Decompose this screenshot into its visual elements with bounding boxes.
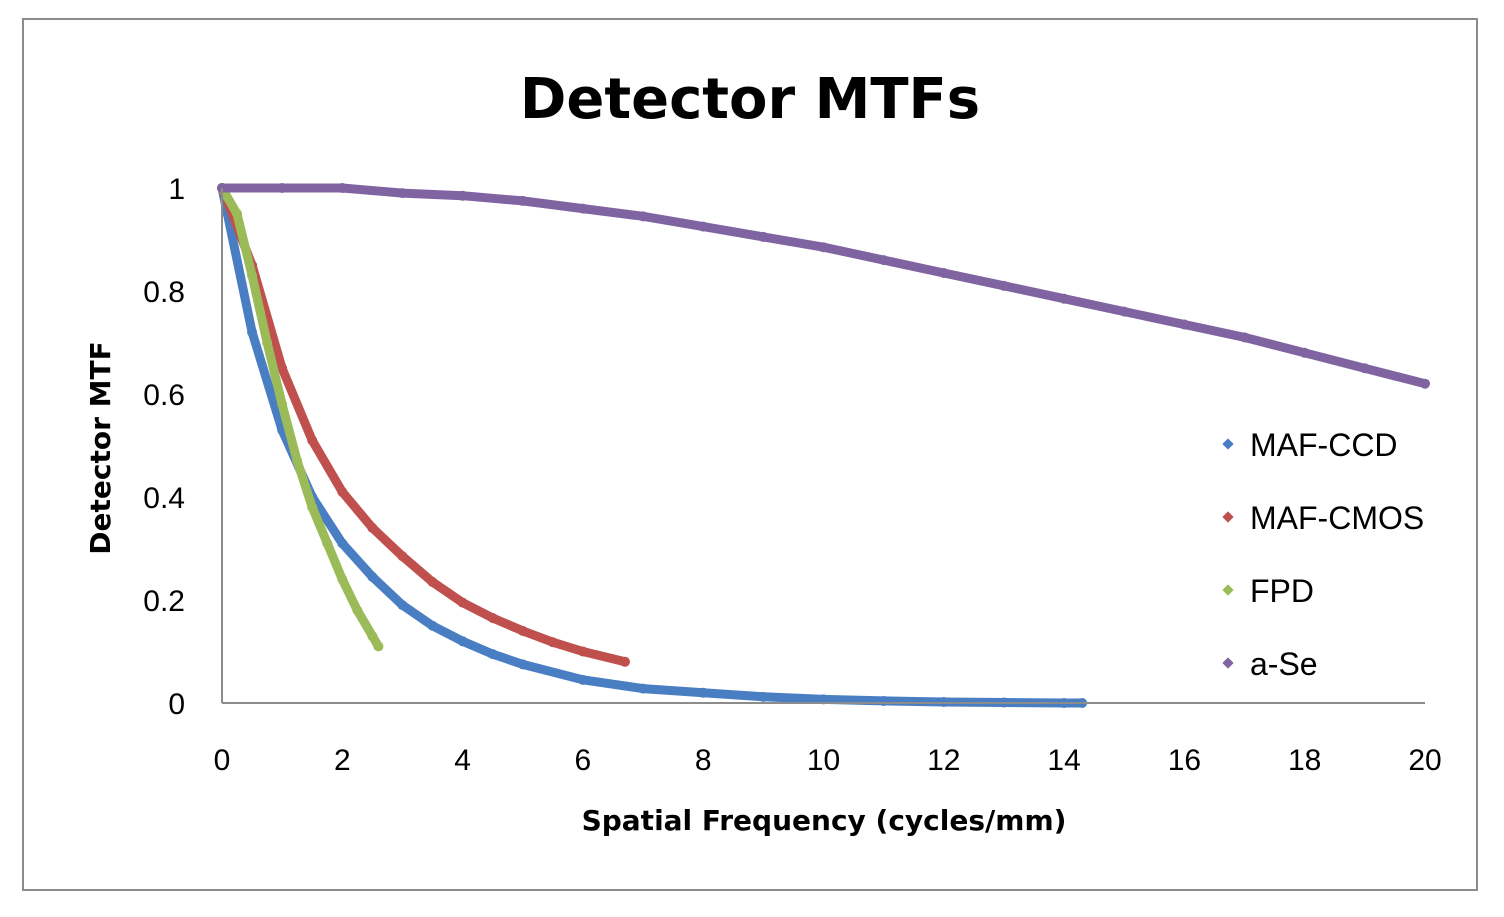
data-point [1059,293,1070,304]
data-point [1119,306,1130,317]
data-point [457,597,468,608]
legend-label: MAF-CMOS [1250,500,1424,536]
x-tick-label: 20 [1408,744,1441,777]
data-point [1299,347,1310,358]
y-tick-label: 0 [168,688,185,721]
data-point [427,576,438,587]
data-point [367,631,378,642]
data-point [307,502,318,513]
data-point [457,190,468,201]
data-point [367,522,378,533]
y-tick-labels: 0 0.2 0.4 0.6 0.8 1 [143,173,185,721]
chart-title: Detector MTFs [520,67,980,132]
data-point [397,551,408,562]
data-point [322,538,333,549]
data-point [232,208,243,219]
legend-marker [1222,438,1234,450]
data-point [577,646,588,657]
y-axis-label: Detector MTF [84,341,117,554]
series-maf-cmos-curve [217,183,630,667]
data-point [247,270,258,281]
data-point [247,327,258,338]
data-point [818,694,829,705]
chart-frame [22,18,1478,891]
legend-marker [1222,511,1234,523]
data-point [307,435,318,446]
x-tick-label: 18 [1288,744,1321,777]
series-a-se-curve [217,183,1430,389]
data-point [1179,319,1190,330]
data-point [698,687,709,698]
data-point [577,203,588,214]
y-tick-label: 0.6 [143,379,185,412]
data-point [337,486,348,497]
data-point [698,221,709,232]
legend-marker [1222,584,1234,596]
x-tick-label: 2 [334,744,351,777]
x-tick-labels: 0 2 4 6 8 10 12 14 16 18 20 [214,744,1442,777]
y-tick-label: 0.2 [143,585,185,618]
data-point [262,337,273,348]
data-point [758,691,769,702]
data-point [337,183,348,193]
y-tick-label: 1 [168,173,185,206]
legend-label: a-Se [1250,646,1318,682]
data-point [577,674,588,685]
data-point [517,195,528,206]
data-point [878,255,889,266]
data-point [373,641,384,652]
x-tick-label: 4 [454,744,471,777]
data-point [758,231,769,242]
data-point [367,571,378,582]
x-tick-label: 16 [1168,744,1201,777]
data-point [277,363,288,374]
x-axis-label: Spatial Frequency (cycles/mm) [582,804,1067,837]
data-point [517,625,528,636]
x-tick-label: 14 [1047,744,1080,777]
x-tick-label: 0 [214,744,231,777]
data-point [352,605,363,616]
legend-marker [1222,657,1234,669]
data-point [1359,363,1370,374]
legend-label: FPD [1250,573,1314,609]
data-point [938,267,949,278]
y-tick-label: 0.8 [143,276,185,309]
data-point [620,656,631,667]
data-point [337,574,348,585]
data-point [818,242,829,253]
data-point [998,280,1009,291]
data-point [638,211,649,222]
x-tick-label: 12 [927,744,960,777]
data-point [638,683,649,694]
data-point [397,600,408,611]
x-tick-label: 8 [695,744,712,777]
data-point [1420,378,1430,389]
data-point [457,636,468,647]
data-point [487,613,498,624]
legend-label: MAF-CCD [1250,427,1398,463]
data-point [487,649,498,660]
series-maf-ccd-curve [217,183,1087,708]
x-tick-label: 10 [807,744,840,777]
data-point [337,538,348,549]
data-point [427,620,438,631]
data-point [1239,332,1250,343]
data-point [397,188,408,199]
y-tick-label: 0.4 [143,482,185,515]
data-point [938,696,949,707]
x-tick-label: 6 [575,744,592,777]
data-point [292,455,303,466]
plot-area [217,183,1430,708]
data-point [547,637,558,648]
legend: MAF-CCD MAF-CMOS FPD a-Se [1222,427,1424,682]
data-point [517,659,528,670]
data-point [277,183,288,193]
data-point [277,399,288,410]
data-point [878,695,889,706]
